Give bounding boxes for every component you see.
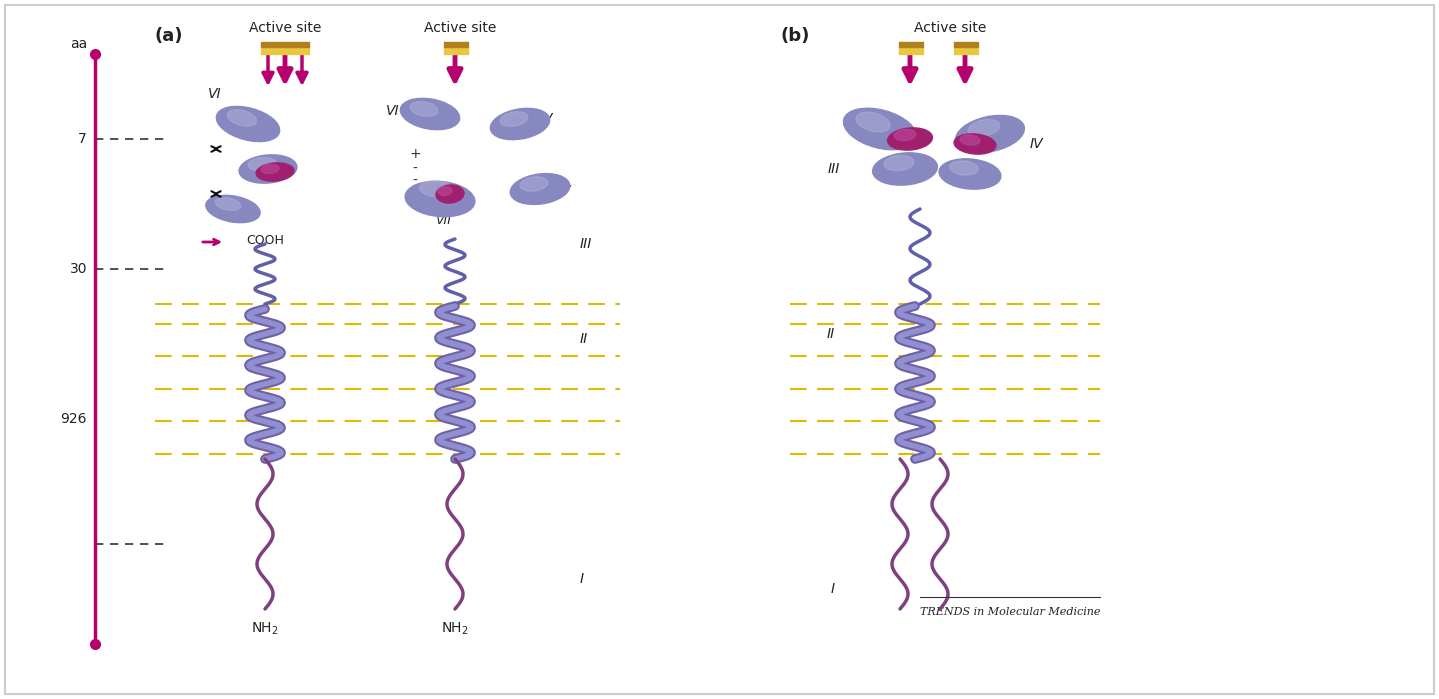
- Text: COOH: COOH: [246, 234, 283, 247]
- Text: +: +: [409, 186, 420, 200]
- Text: +: +: [409, 147, 420, 161]
- Bar: [899, 42, 922, 47]
- Ellipse shape: [940, 159, 1002, 189]
- Text: I: I: [580, 572, 584, 586]
- Ellipse shape: [894, 129, 917, 140]
- Bar: [260, 42, 309, 47]
- Ellipse shape: [260, 164, 279, 173]
- Ellipse shape: [950, 161, 979, 175]
- Text: IV: IV: [1030, 137, 1043, 151]
- Ellipse shape: [406, 181, 475, 217]
- Text: Active site: Active site: [249, 21, 321, 35]
- Text: VII: VII: [435, 214, 450, 227]
- Bar: [954, 46, 979, 54]
- Bar: [260, 46, 309, 54]
- Text: (a): (a): [155, 27, 184, 45]
- Text: -: -: [413, 162, 417, 176]
- Text: 30: 30: [69, 262, 86, 276]
- Ellipse shape: [501, 112, 528, 127]
- Text: TRENDS in Molecular Medicine: TRENDS in Molecular Medicine: [920, 607, 1101, 617]
- Text: IV: IV: [558, 184, 571, 198]
- Text: III: III: [827, 162, 840, 176]
- Text: 926: 926: [60, 412, 86, 426]
- Text: VI: VI: [387, 104, 400, 118]
- Ellipse shape: [206, 195, 260, 223]
- Bar: [899, 46, 922, 54]
- Text: I: I: [830, 582, 835, 596]
- Ellipse shape: [437, 187, 452, 196]
- Ellipse shape: [884, 155, 914, 171]
- Ellipse shape: [843, 108, 917, 150]
- Bar: [445, 46, 468, 54]
- Text: (b): (b): [780, 27, 809, 45]
- Ellipse shape: [227, 110, 256, 127]
- Text: V: V: [543, 112, 553, 126]
- Ellipse shape: [400, 99, 459, 129]
- Ellipse shape: [954, 134, 996, 154]
- Ellipse shape: [491, 108, 550, 140]
- Ellipse shape: [872, 153, 937, 185]
- Ellipse shape: [511, 173, 570, 204]
- Ellipse shape: [960, 135, 980, 145]
- Ellipse shape: [955, 115, 1025, 152]
- Text: II: II: [580, 332, 589, 346]
- Text: NH$_2$: NH$_2$: [442, 621, 469, 637]
- Ellipse shape: [519, 177, 548, 192]
- Ellipse shape: [248, 157, 276, 171]
- Ellipse shape: [436, 185, 463, 203]
- Bar: [954, 42, 979, 47]
- Text: Active site: Active site: [914, 21, 986, 35]
- Ellipse shape: [256, 163, 294, 181]
- Ellipse shape: [856, 113, 891, 132]
- Ellipse shape: [968, 120, 1000, 136]
- Text: VI: VI: [209, 87, 222, 101]
- Text: 7: 7: [78, 132, 86, 146]
- Ellipse shape: [888, 128, 932, 150]
- Text: Active site: Active site: [425, 21, 496, 35]
- Ellipse shape: [216, 106, 279, 142]
- Ellipse shape: [410, 101, 437, 116]
- Ellipse shape: [420, 181, 455, 197]
- Text: NH$_2$: NH$_2$: [252, 621, 279, 637]
- Text: II: II: [827, 327, 835, 341]
- Bar: [445, 42, 468, 47]
- Text: III: III: [580, 237, 593, 251]
- Text: aa: aa: [69, 37, 86, 51]
- Text: -: -: [413, 174, 417, 188]
- Ellipse shape: [216, 198, 240, 210]
- Ellipse shape: [239, 154, 296, 183]
